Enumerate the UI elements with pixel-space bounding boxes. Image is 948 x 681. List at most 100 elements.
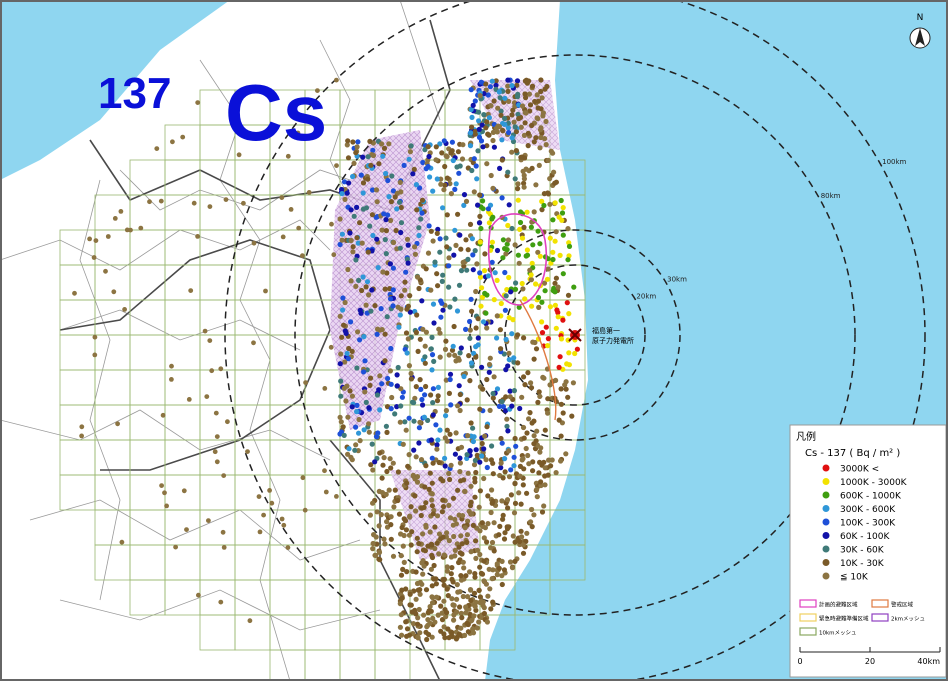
measurement-point: [169, 377, 174, 382]
measurement-point: [479, 520, 485, 526]
measurement-point: [206, 518, 211, 523]
distance-rings: 20km 30km 80km 100km: [224, 0, 926, 681]
measurement-point: [440, 205, 446, 211]
measurement-point: [328, 344, 334, 350]
measurement-point: [538, 88, 544, 95]
measurement-point: [403, 330, 410, 336]
measurement-point: [422, 147, 428, 153]
measurement-point: [553, 377, 559, 383]
measurement-point: [485, 273, 491, 279]
measurement-point: [489, 239, 495, 245]
measurement-point: [517, 219, 524, 226]
measurement-point: [553, 470, 559, 476]
measurement-point: [565, 226, 571, 232]
mesh-cell: [374, 649, 411, 681]
measurement-point: [546, 457, 552, 463]
measurement-point: [512, 500, 519, 506]
measurement-point: [195, 234, 201, 239]
scale-label: 40km: [917, 657, 940, 666]
measurement-point: [540, 110, 547, 116]
measurement-point: [460, 559, 466, 565]
measurement-point: [331, 252, 337, 258]
measurement-point: [422, 354, 428, 360]
measurement-point: [370, 546, 376, 552]
measurement-point: [369, 287, 375, 293]
measurement-point: [376, 387, 382, 393]
measurement-point: [574, 346, 581, 352]
measurement-point: [479, 294, 486, 300]
measurement-point: [387, 368, 393, 374]
measurement-point: [213, 410, 219, 416]
measurement-point: [376, 523, 382, 529]
measurement-point: [517, 539, 523, 545]
measurement-point: [367, 512, 373, 518]
measurement-point: [491, 548, 497, 554]
measurement-point: [380, 462, 386, 468]
measurement-point: [507, 394, 513, 400]
measurement-point: [388, 406, 394, 412]
measurement-point: [518, 154, 524, 160]
measurement-point: [494, 313, 500, 319]
measurement-point: [506, 474, 513, 480]
measurement-point: [458, 345, 464, 351]
measurement-point: [423, 463, 429, 469]
measurement-point: [456, 357, 462, 363]
measurement-point: [370, 232, 376, 239]
measurement-point: [415, 348, 421, 354]
measurement-point: [528, 380, 534, 386]
measurement-point: [511, 454, 517, 460]
measurement-point: [463, 604, 469, 610]
measurement-point: [480, 144, 486, 150]
measurement-point: [516, 115, 522, 121]
measurement-point: [503, 251, 509, 257]
measurement-point: [495, 105, 501, 111]
measurement-point: [374, 236, 380, 242]
measurement-point: [357, 220, 363, 226]
measurement-point: [455, 403, 461, 409]
measurement-point: [476, 220, 483, 226]
measurement-point: [566, 362, 573, 368]
measurement-point: [543, 324, 549, 330]
measurement-point: [468, 296, 474, 302]
measurement-point: [423, 329, 429, 335]
measurement-point: [434, 230, 440, 236]
measurement-point: [498, 112, 504, 118]
measurement-point: [449, 565, 455, 571]
measurement-point: [442, 163, 448, 170]
measurement-point: [545, 157, 551, 163]
measurement-point: [418, 386, 424, 392]
measurement-point: [528, 224, 535, 230]
measurement-point: [434, 176, 440, 182]
measurement-point: [356, 430, 362, 436]
measurement-point: [419, 505, 425, 511]
measurement-point: [527, 267, 533, 273]
measurement-point: [504, 416, 510, 422]
legend-swatch: [822, 464, 830, 472]
legend-area-swatch: [799, 613, 817, 622]
measurement-point: [417, 377, 423, 383]
measurement-point: [464, 267, 470, 273]
measurement-point: [517, 405, 523, 412]
measurement-point: [411, 418, 417, 424]
measurement-point: [416, 440, 422, 446]
measurement-point: [497, 523, 503, 530]
measurement-point: [526, 91, 533, 97]
measurement-point: [452, 451, 458, 457]
measurement-point: [463, 237, 469, 243]
measurement-point: [555, 284, 561, 290]
measurement-point: [497, 327, 503, 333]
measurement-point: [439, 610, 445, 616]
measurement-point: [457, 163, 463, 169]
measurement-point: [515, 332, 521, 338]
measurement-point: [440, 497, 446, 503]
measurement-point: [512, 286, 519, 292]
measurement-point: [502, 469, 508, 475]
measurement-point: [497, 95, 503, 101]
measurement-point: [376, 549, 383, 556]
measurement-point: [403, 586, 409, 592]
measurement-point: [339, 231, 345, 237]
measurement-point: [464, 539, 470, 546]
measurement-point: [366, 421, 372, 427]
measurement-point: [416, 285, 422, 292]
measurement-point: [545, 472, 551, 478]
